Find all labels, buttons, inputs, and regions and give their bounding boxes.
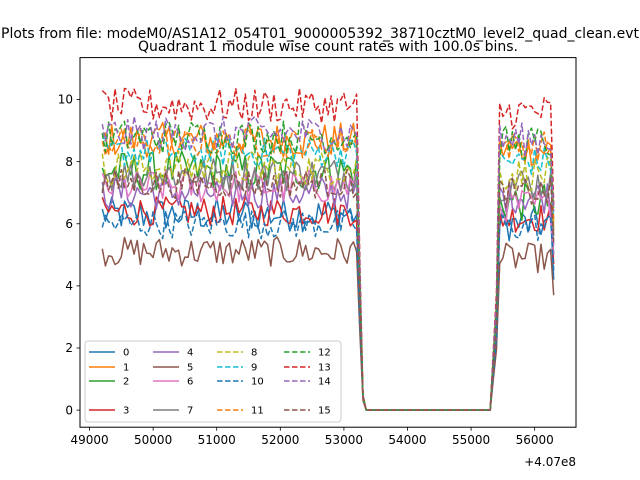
y-tick-label: 0 (65, 403, 73, 417)
x-tick-label: 52000 (261, 433, 299, 447)
series-lines (101, 87, 555, 411)
legend-label-4: 4 (187, 348, 193, 359)
series-line-12 (101, 120, 555, 411)
legend-label-6: 6 (187, 377, 193, 388)
y-tick-label: 4 (65, 279, 73, 293)
legend-label-13: 13 (318, 363, 331, 374)
x-tick-label: 55000 (452, 433, 490, 447)
legend-label-14: 14 (318, 377, 331, 388)
x-tick-label: 51000 (198, 433, 236, 447)
series-line-15 (101, 168, 555, 411)
legend-label-7: 7 (187, 406, 193, 417)
axes-frame (79, 57, 577, 428)
series-line-11 (101, 128, 555, 411)
series-line-14 (101, 115, 555, 411)
legend-label-10: 10 (251, 377, 264, 388)
x-tick-label: 50000 (134, 433, 172, 447)
x-tick-label: 56000 (516, 433, 554, 447)
x-tick-label: 53000 (325, 433, 363, 447)
series-line-13 (101, 87, 555, 411)
legend-label-11: 11 (251, 406, 264, 417)
x-axis: 49000 50000 51000 52000 53000 54000 55000 56000 (70, 427, 554, 447)
legend-label-8: 8 (251, 348, 257, 359)
figure-suptitle: Plots from file: modeM0/AS1A12_054T01_90… (1, 26, 639, 42)
legend-label-5: 5 (187, 363, 193, 374)
y-tick-label: 6 (65, 217, 73, 231)
x-tick-label: 54000 (388, 433, 426, 447)
x-tick-label: 49000 (70, 433, 108, 447)
legend-label-12: 12 (318, 348, 331, 359)
y-axis: 0 2 4 6 8 10 (58, 93, 80, 417)
legend-label-0: 0 (123, 348, 129, 359)
legend-label-2: 2 (123, 377, 129, 388)
legend-label-15: 15 (318, 406, 331, 417)
legend-label-3: 3 (123, 406, 129, 417)
y-tick-label: 2 (65, 341, 73, 355)
y-tick-label: 10 (58, 93, 73, 107)
x-offset-label: +4.07e8 (524, 455, 576, 469)
legend-label-1: 1 (123, 363, 129, 374)
legend-box (84, 340, 342, 423)
y-tick-label: 8 (65, 155, 73, 169)
chart-title: Quadrant 1 module wise count rates with … (138, 39, 518, 55)
legend-label-9: 9 (251, 363, 257, 374)
